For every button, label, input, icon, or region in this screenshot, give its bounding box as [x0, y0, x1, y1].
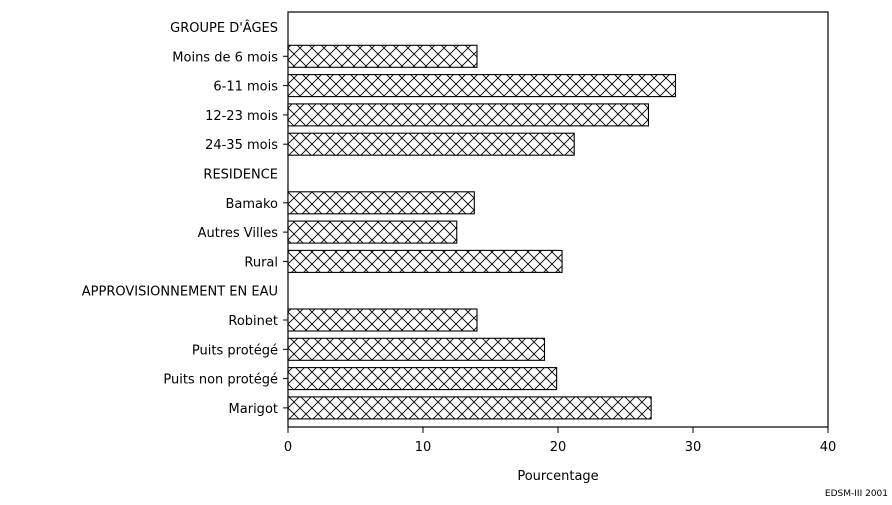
category-label: Bamako — [225, 197, 278, 212]
bar — [287, 132, 575, 156]
category-label: Moins de 6 mois — [172, 50, 278, 65]
x-tick-label: 20 — [550, 440, 567, 455]
bar — [287, 396, 652, 420]
group-label: GROUPE D'ÂGES — [170, 20, 278, 36]
category-label: Rural — [244, 255, 278, 270]
category-label: Puits protégé — [192, 343, 278, 358]
x-tick-label: 30 — [685, 440, 702, 455]
category-label: 24-35 mois — [205, 138, 278, 153]
x-tick-label: 40 — [820, 440, 837, 455]
bar — [287, 308, 478, 332]
category-label: 12-23 mois — [205, 109, 278, 124]
bar — [287, 44, 478, 68]
bar — [287, 74, 677, 98]
x-axis-title: Pourcentage — [517, 469, 598, 484]
x-tick-label: 10 — [415, 440, 432, 455]
bar — [287, 191, 475, 215]
bar — [287, 249, 563, 273]
group-label: APPROVISIONNEMENT EN EAU — [82, 285, 278, 300]
bar — [287, 367, 558, 391]
category-label: Marigot — [229, 402, 278, 417]
x-tick-label: 0 — [284, 440, 292, 455]
category-label: 6-11 mois — [213, 80, 278, 95]
group-label: RESIDENCE — [203, 168, 278, 183]
source-note: EDSM-III 2001 — [825, 489, 888, 499]
bar — [287, 337, 546, 361]
category-label: Puits non protégé — [163, 373, 278, 388]
bar — [287, 103, 650, 127]
category-label: Autres Villes — [198, 226, 279, 241]
category-label: Robinet — [228, 314, 278, 329]
bar — [287, 220, 458, 244]
